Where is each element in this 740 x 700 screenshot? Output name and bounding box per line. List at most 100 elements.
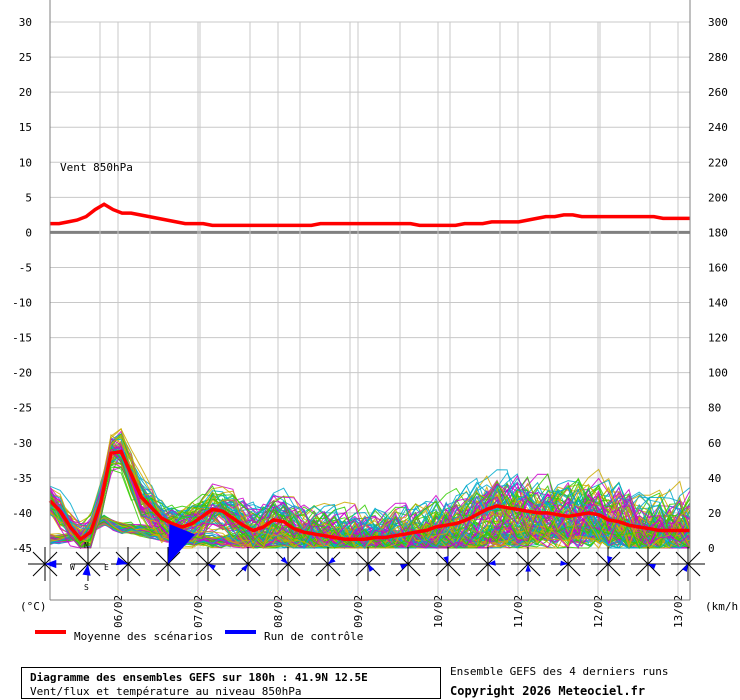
wind-rose-sector bbox=[82, 564, 91, 576]
wind-rose-spoke bbox=[515, 563, 529, 577]
wind-rose-sector bbox=[648, 564, 656, 570]
wind-rose bbox=[431, 547, 465, 581]
left-tick-label: -5 bbox=[19, 261, 32, 274]
compass-s: S bbox=[84, 583, 89, 592]
left-axis-unit: (°C) bbox=[20, 600, 47, 613]
wind-rose-spoke bbox=[315, 563, 329, 577]
wind-rose-sector bbox=[168, 524, 195, 564]
wind-rose-spoke bbox=[247, 551, 261, 565]
wind-rose bbox=[631, 547, 665, 581]
wind-rose bbox=[351, 547, 385, 581]
ensemble-members bbox=[49, 427, 691, 550]
wind-rose-spoke bbox=[327, 563, 341, 577]
wind-rose-spoke bbox=[367, 551, 381, 565]
mean-lines bbox=[48, 202, 690, 542]
wind-rose-spoke bbox=[555, 551, 569, 565]
wind-rose-spoke bbox=[475, 563, 489, 577]
wind-rose-spoke bbox=[447, 551, 461, 565]
wind-rose-sector bbox=[328, 557, 336, 564]
date-label: 09/02 bbox=[352, 595, 365, 628]
wind-rose-spoke bbox=[75, 563, 89, 577]
left-tick-label: 10 bbox=[19, 156, 32, 169]
right-tick-label: 120 bbox=[708, 332, 728, 345]
wind-rose-spoke bbox=[515, 551, 529, 565]
left-tick-label: 15 bbox=[19, 121, 32, 134]
left-tick-label: -25 bbox=[12, 402, 32, 415]
left-tick-label: 5 bbox=[25, 191, 32, 204]
legend-mean-label: Moyenne des scénarios bbox=[74, 630, 213, 643]
wind-rose-sector bbox=[488, 560, 496, 566]
footer-title: Diagramme des ensembles GEFS sur 180h : … bbox=[30, 671, 368, 684]
left-tick-label: 20 bbox=[19, 86, 32, 99]
wind-rose-spoke bbox=[555, 563, 569, 577]
wind-rose-sector bbox=[400, 564, 408, 570]
compass-n: N bbox=[84, 541, 89, 550]
wind-rose-spoke bbox=[635, 551, 649, 565]
right-tick-label: 160 bbox=[708, 261, 728, 274]
wind-rose-sector bbox=[443, 556, 449, 564]
wind-rose-spoke bbox=[395, 563, 409, 577]
wind-rose-spoke bbox=[167, 551, 181, 565]
left-tick-label: -30 bbox=[12, 437, 32, 450]
wind-rose-spoke bbox=[647, 563, 661, 577]
grid bbox=[49, 21, 690, 600]
temp-member-line bbox=[49, 446, 691, 549]
wind-rose-sector bbox=[208, 564, 216, 571]
wind-rose-spoke bbox=[527, 563, 541, 577]
wind-rose-spoke bbox=[435, 563, 449, 577]
wind-rose bbox=[231, 547, 265, 581]
footer-info-box: Diagramme des ensembles GEFS sur 180h : … bbox=[21, 667, 441, 699]
date-label: 08/02 bbox=[272, 595, 285, 628]
wind-rose bbox=[71, 547, 105, 581]
wind-roses: N S W E bbox=[28, 524, 705, 592]
date-label: 12/02 bbox=[592, 595, 605, 628]
wind-rose-spoke bbox=[355, 551, 369, 565]
right-tick-label: 220 bbox=[708, 156, 728, 169]
date-label: 11/02 bbox=[512, 595, 525, 628]
wind-rose bbox=[471, 547, 505, 581]
wind-rose-spoke bbox=[127, 563, 141, 577]
wind-rose-spoke bbox=[475, 551, 489, 565]
right-tick-label: 180 bbox=[708, 226, 728, 239]
wind-rose bbox=[271, 547, 305, 581]
wind-rose bbox=[151, 524, 195, 581]
right-tick-label: 20 bbox=[708, 507, 721, 520]
date-label: 07/02 bbox=[192, 595, 205, 628]
right-tick-label: 240 bbox=[708, 121, 728, 134]
temp-mean-line bbox=[48, 449, 690, 542]
right-tick-label: 300 bbox=[708, 16, 728, 29]
footer-subtitle: Vent/flux et température au niveau 850hP… bbox=[30, 685, 302, 698]
wind-rose-spoke bbox=[607, 551, 621, 565]
wind-rose-sector bbox=[682, 564, 688, 572]
wind-rose bbox=[391, 547, 425, 581]
wind-rose-spoke bbox=[207, 551, 221, 565]
wind-rose bbox=[511, 547, 545, 581]
compass-e: E bbox=[104, 563, 109, 572]
wind-rose-sector bbox=[607, 556, 613, 564]
wind-rose-spoke bbox=[275, 563, 289, 577]
left-tick-label: -45 bbox=[12, 542, 32, 555]
wind-rose bbox=[28, 547, 62, 581]
wind-rose-spoke bbox=[44, 563, 58, 577]
wind-rose-spoke bbox=[87, 551, 101, 565]
footer-ensemble-note: Ensemble GEFS des 4 derniers runs bbox=[450, 665, 669, 678]
wind-rose-sector bbox=[525, 564, 531, 572]
wind-rose-spoke bbox=[167, 563, 181, 577]
wind-rose-sector bbox=[368, 564, 375, 572]
right-tick-label: 280 bbox=[708, 51, 728, 64]
wind-rose-spoke bbox=[315, 551, 329, 565]
wind-rose-spoke bbox=[287, 563, 301, 577]
legend: Moyenne des scénarios Run de contrôle bbox=[35, 630, 363, 643]
left-tick-label: -40 bbox=[12, 507, 32, 520]
date-label: 13/02 bbox=[672, 595, 685, 628]
legend-control-label: Run de contrôle bbox=[264, 630, 363, 643]
wind-rose bbox=[551, 547, 585, 581]
wind-rose-spoke bbox=[44, 551, 58, 565]
right-tick-label: 60 bbox=[708, 437, 721, 450]
wind-rose-spoke bbox=[635, 563, 649, 577]
wind-rose-sector bbox=[45, 559, 57, 569]
right-tick-label: 40 bbox=[708, 472, 721, 485]
wind-rose-spoke bbox=[395, 551, 409, 565]
wind-rose-spoke bbox=[287, 551, 301, 565]
